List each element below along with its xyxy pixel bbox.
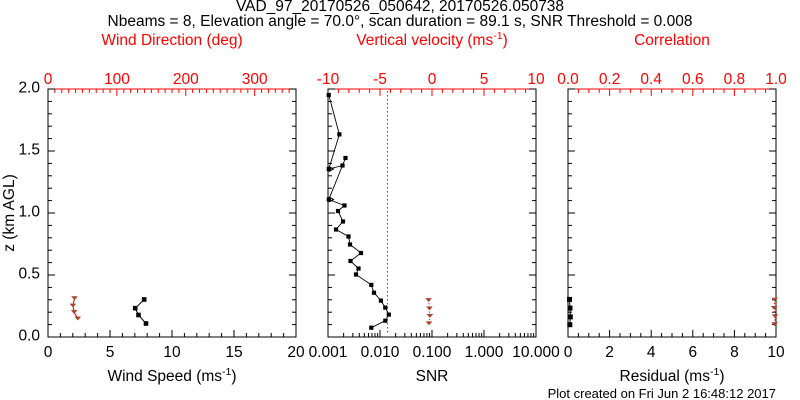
- svg-text:Plot created on Fri Jun 2 16:: Plot created on Fri Jun 2 16:48:12 2017: [548, 386, 776, 400]
- svg-text:Wind Speed (ms-1): Wind Speed (ms-1): [107, 366, 236, 385]
- svg-text:0.010: 0.010: [361, 344, 400, 361]
- svg-text:1.0: 1.0: [765, 71, 787, 88]
- svg-text:2: 2: [605, 344, 614, 361]
- svg-text:0: 0: [44, 71, 53, 88]
- svg-text:15: 15: [225, 344, 242, 361]
- svg-text:Correlation: Correlation: [634, 32, 710, 49]
- svg-text:200: 200: [173, 71, 199, 88]
- svg-text:10: 10: [527, 71, 545, 88]
- svg-text:4: 4: [647, 344, 656, 361]
- svg-text:1.5: 1.5: [18, 142, 40, 159]
- svg-text:Wind Direction (deg): Wind Direction (deg): [101, 32, 242, 49]
- svg-text:300: 300: [242, 71, 268, 88]
- svg-text:0.4: 0.4: [640, 71, 662, 88]
- svg-text:Residual (ms-1): Residual (ms-1): [620, 366, 725, 385]
- svg-text:SNR: SNR: [416, 368, 449, 385]
- svg-text:10: 10: [767, 344, 785, 361]
- svg-text:0.8: 0.8: [724, 71, 746, 88]
- svg-text:6: 6: [688, 344, 697, 361]
- svg-text:5: 5: [106, 344, 115, 361]
- svg-text:100: 100: [104, 71, 130, 88]
- svg-text:1.000: 1.000: [465, 344, 504, 361]
- svg-text:0.2: 0.2: [599, 71, 621, 88]
- svg-text:5: 5: [480, 71, 489, 88]
- svg-text:0: 0: [564, 344, 573, 361]
- svg-text:20: 20: [287, 344, 305, 361]
- svg-text:1.0: 1.0: [18, 204, 40, 221]
- svg-text:-5: -5: [373, 71, 387, 88]
- svg-text:Vertical velocity (ms-1): Vertical velocity (ms-1): [356, 30, 507, 49]
- svg-text:10.000: 10.000: [512, 344, 560, 361]
- svg-text:2.0: 2.0: [18, 80, 40, 97]
- svg-text:0: 0: [428, 71, 437, 88]
- svg-text:0.6: 0.6: [682, 71, 704, 88]
- svg-text:0.001: 0.001: [309, 344, 348, 361]
- svg-text:0: 0: [44, 344, 53, 361]
- svg-text:0.0: 0.0: [557, 71, 579, 88]
- svg-text:z (km AGL): z (km AGL): [1, 174, 18, 252]
- svg-text:Nbeams = 8, Elevation angle =: Nbeams = 8, Elevation angle = 70.0°, sca…: [108, 13, 693, 30]
- svg-text:0.5: 0.5: [18, 266, 40, 283]
- svg-text:0.0: 0.0: [18, 328, 40, 345]
- svg-text:10: 10: [163, 344, 181, 361]
- svg-text:8: 8: [730, 344, 739, 361]
- svg-text:-10: -10: [317, 71, 340, 88]
- svg-text:0.100: 0.100: [413, 344, 452, 361]
